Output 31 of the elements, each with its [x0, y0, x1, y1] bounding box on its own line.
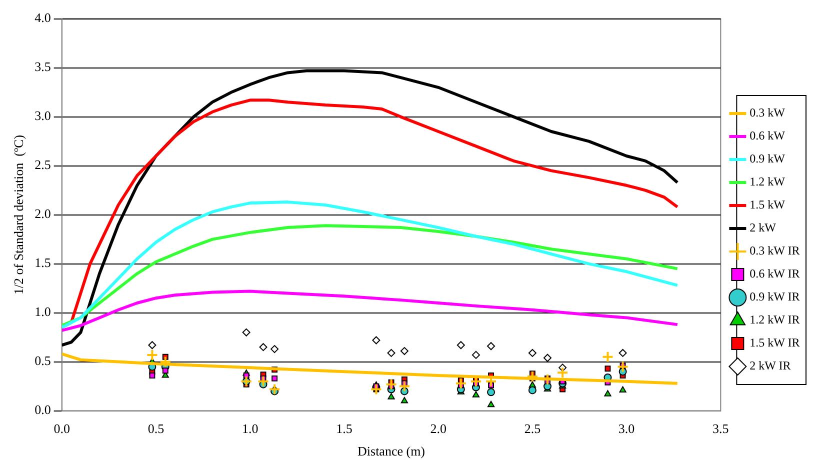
legend-label: 2 kW IR — [750, 358, 791, 373]
legend-label: 1.5 kW IR — [750, 336, 800, 350]
x-tick-label: 0.5 — [148, 421, 164, 436]
x-tick-label: 3.0 — [618, 421, 635, 436]
x-tick-label: 1.5 — [336, 421, 352, 436]
y-tick-label: 1.5 — [34, 255, 51, 270]
legend-label: 0.6 kW — [750, 128, 786, 143]
y-tick-label: 3.5 — [34, 59, 51, 74]
y-tick-label: 1.0 — [34, 304, 51, 320]
y-axis-title: 1/2 of Standard deviation (ºC) — [11, 134, 26, 295]
x-tick-label: 0.0 — [54, 421, 70, 436]
x-tick-label: 1.0 — [242, 421, 258, 436]
legend-label: 0.3 kW — [750, 106, 786, 120]
legend-label: 2 kW — [750, 220, 777, 235]
legend-label: 1.2 kW IR — [750, 312, 800, 327]
y-tick-label: 0.5 — [34, 353, 51, 368]
legend-label: 0.9 kW — [750, 152, 786, 166]
x-tick-label: 2.5 — [524, 421, 541, 436]
y-tick-label: 0.0 — [34, 402, 51, 418]
x-tick-label: 3.5 — [712, 421, 729, 436]
y-tick-label: 3.0 — [34, 108, 51, 124]
y-tick-label: 2.0 — [34, 206, 51, 222]
legend-label: 0.3 kW IR — [750, 244, 800, 258]
y-tick-label: 4.0 — [34, 10, 51, 26]
x-axis-title: Distance (m) — [358, 444, 426, 459]
legend-label: 1.2 kW — [750, 174, 786, 189]
legend-label: 0.6 kW IR — [750, 266, 800, 281]
x-tick-label: 2.0 — [430, 421, 446, 436]
legend-label: 1.5 kW — [750, 198, 786, 212]
legend-label: 0.9 kW IR — [750, 290, 800, 304]
y-tick-label: 2.5 — [34, 157, 51, 172]
